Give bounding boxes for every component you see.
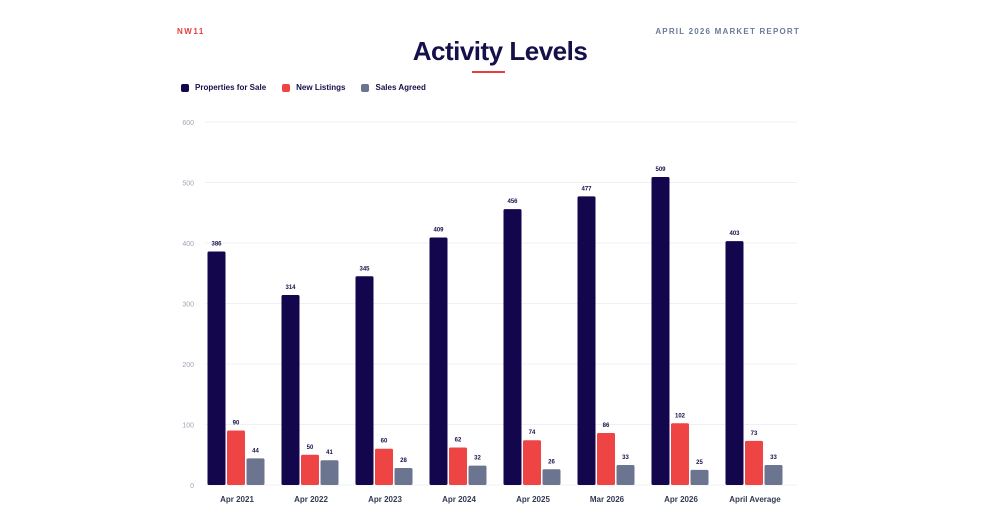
x-tick-label: Apr 2021 (220, 495, 254, 504)
y-tick-label: 300 (182, 302, 194, 309)
legend-item-new-listings: New Listings (282, 83, 345, 92)
bar-new-listings (745, 440, 763, 485)
legend-label-properties: Properties for Sale (195, 83, 267, 92)
x-tick-label: Apr 2022 (294, 495, 328, 504)
y-tick-label: 100 (182, 423, 194, 430)
y-tick-label: 600 (182, 120, 194, 127)
x-tick-label: Apr 2024 (442, 495, 476, 504)
data-label: 60 (381, 439, 388, 445)
legend-item-sales-agreed: Sales Agreed (361, 83, 426, 92)
data-label: 409 (433, 228, 444, 234)
y-tick-label: 500 (182, 181, 194, 188)
page-title: Activity Levels (412, 36, 588, 66)
bar-sales-agreed (468, 465, 487, 485)
x-tick-label: Apr 2025 (516, 495, 550, 504)
bar-sales-agreed (542, 469, 561, 485)
data-label: 314 (285, 285, 296, 291)
bar-properties (355, 276, 374, 485)
data-label: 33 (622, 455, 629, 461)
data-label: 25 (696, 460, 703, 466)
data-label: 26 (548, 459, 555, 465)
data-label: 50 (307, 445, 314, 451)
report-label: APRIL 2026 MARKET REPORT (655, 27, 800, 36)
data-label: 90 (233, 421, 240, 427)
data-label: 41 (326, 450, 333, 456)
bar-properties (651, 177, 670, 485)
legend-swatch-new-listings (282, 83, 291, 92)
bar-properties (725, 241, 744, 485)
bar-properties (207, 251, 226, 485)
data-label: 456 (507, 199, 518, 205)
data-label: 28 (400, 458, 407, 464)
x-tick-label: April Average (729, 495, 781, 504)
data-label: 102 (675, 413, 686, 419)
bar-properties (429, 237, 448, 485)
data-label: 403 (729, 231, 740, 237)
data-label: 86 (603, 423, 610, 429)
x-tick-label: Mar 2026 (590, 495, 625, 504)
bar-properties (577, 196, 596, 486)
data-label: 509 (655, 167, 666, 173)
legend-label-sales-agreed: Sales Agreed (375, 83, 426, 92)
data-label: 74 (529, 430, 536, 436)
data-label: 386 (211, 241, 222, 247)
legend-swatch-sales-agreed (361, 83, 370, 92)
bar-new-listings (301, 454, 319, 485)
legend-item-properties: Properties for Sale (181, 83, 266, 92)
x-tick-label: Apr 2026 (664, 495, 698, 504)
x-tick-label: Apr 2023 (368, 495, 402, 504)
bar-sales-agreed (616, 465, 635, 485)
title-underline (472, 71, 505, 73)
bar-sales-agreed (690, 469, 709, 485)
area-code: NW11 (177, 27, 205, 36)
data-label: 345 (359, 266, 370, 272)
y-tick-label: 400 (182, 241, 194, 248)
bar-new-listings (227, 430, 245, 485)
bar-new-listings (523, 440, 541, 485)
data-label: 32 (474, 456, 481, 462)
bar-new-listings (597, 432, 615, 485)
bar-new-listings (449, 447, 467, 485)
bar-properties (281, 295, 300, 485)
chart-legend: Properties for Sale New Listings Sales A… (181, 83, 442, 92)
data-label: 73 (751, 431, 758, 437)
bar-new-listings (671, 423, 689, 485)
data-label: 33 (770, 455, 777, 461)
bar-sales-agreed (320, 460, 339, 485)
data-label: 44 (252, 448, 259, 454)
y-tick-label: 0 (190, 483, 194, 490)
y-tick-label: 200 (182, 362, 194, 369)
data-label: 477 (581, 186, 592, 192)
bar-properties (503, 209, 522, 485)
bar-new-listings (375, 448, 393, 485)
data-label: 62 (455, 437, 462, 443)
bar-sales-agreed (394, 468, 413, 485)
legend-swatch-properties (181, 83, 189, 92)
bar-sales-agreed (246, 458, 265, 485)
legend-label-new-listings: New Listings (296, 83, 346, 92)
bar-sales-agreed (764, 465, 783, 485)
